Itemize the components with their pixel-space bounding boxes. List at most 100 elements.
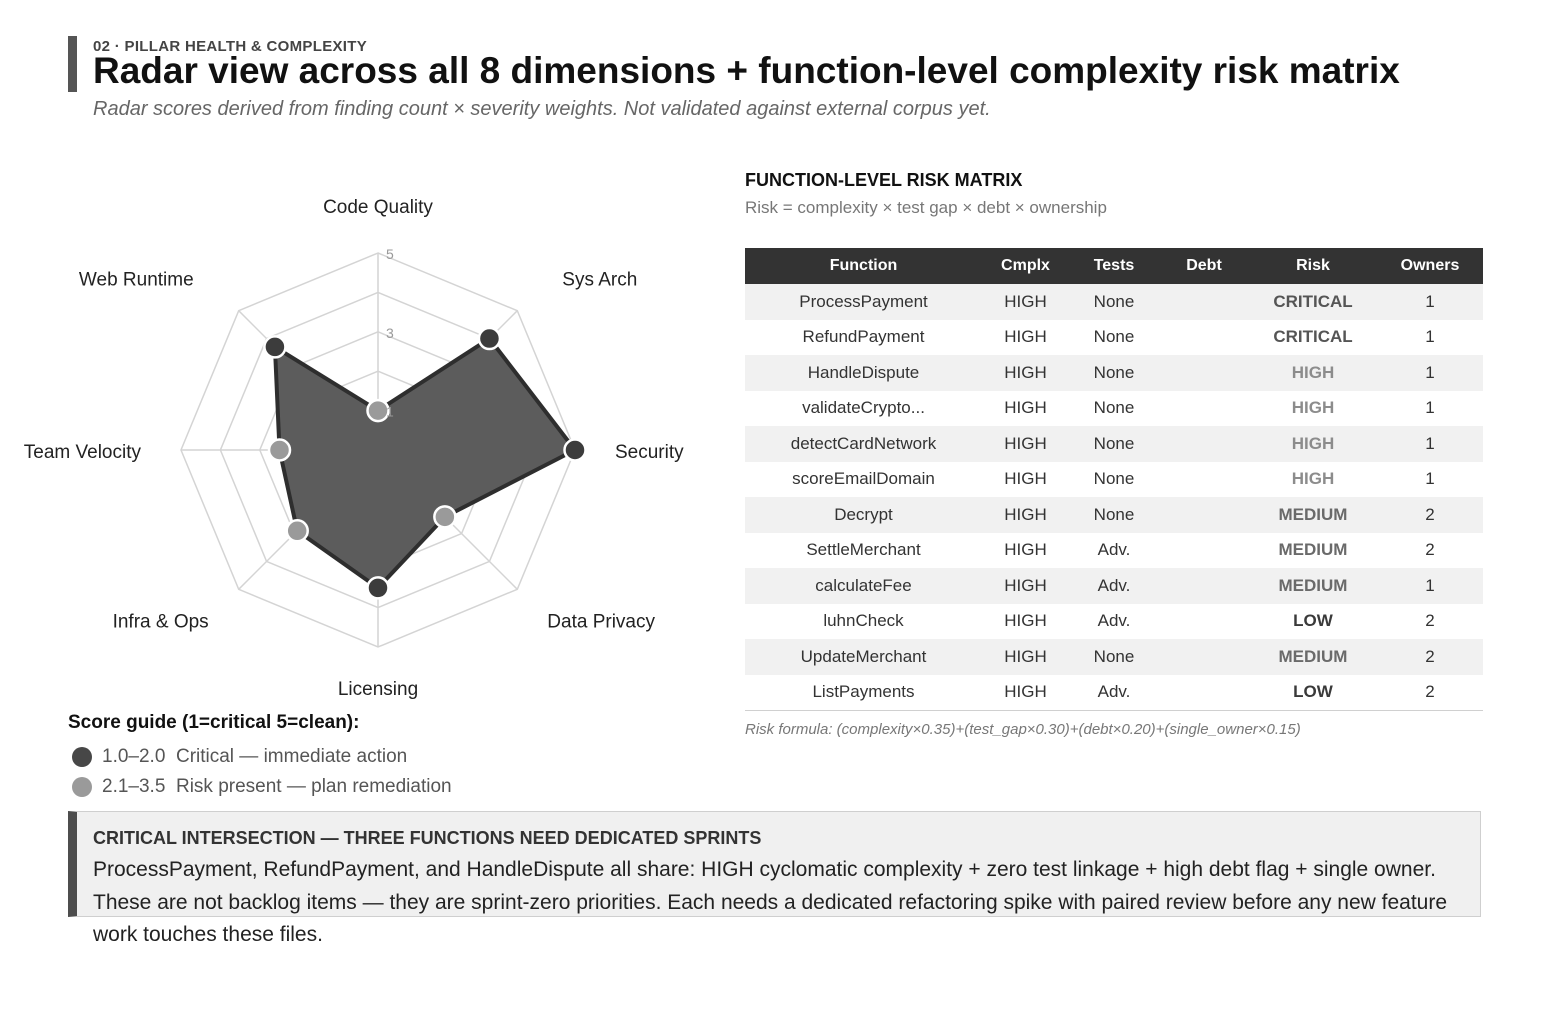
risk-badge: LOW xyxy=(1293,611,1333,631)
table-cell: ProcessPayment xyxy=(745,284,982,320)
radar-point xyxy=(285,519,309,543)
table-cell xyxy=(1159,391,1249,427)
radar-axis-label: Licensing xyxy=(338,679,418,700)
table-cell: 2 xyxy=(1377,497,1483,533)
risk-badge: MEDIUM xyxy=(1249,639,1377,675)
table-cell: None xyxy=(1069,426,1159,462)
table-cell: 2 xyxy=(1377,674,1483,711)
table-cell: RefundPayment xyxy=(802,327,925,347)
risk-badge: HIGH xyxy=(1291,469,1335,489)
table-cell: 1 xyxy=(1377,284,1483,320)
table-row: RefundPayment HIGH None CRITICAL 1 xyxy=(745,320,1483,356)
table-cell xyxy=(1159,639,1249,675)
table-cell: 1 xyxy=(1377,568,1483,604)
radar-series-area xyxy=(272,336,577,590)
table-cell: ListPayments xyxy=(745,674,982,711)
table-row: SettleMerchant HIGH Adv. MEDIUM 2 xyxy=(745,533,1483,569)
table-cell xyxy=(1159,568,1249,604)
radar-tick-label: 3 xyxy=(386,325,394,341)
table-cell: None xyxy=(1093,398,1135,418)
table-cell: 1 xyxy=(1425,398,1435,418)
table-row: detectCardNetwork HIGH None HIGH 1 xyxy=(745,426,1483,462)
table-cell: HIGH xyxy=(1004,611,1047,631)
table-cell xyxy=(1159,674,1249,711)
score-guide-item-critical: 1.0–2.0 Critical — immediate action xyxy=(68,742,708,772)
radar-point xyxy=(433,505,457,529)
table-cell: luhnCheck xyxy=(823,611,904,631)
radar-point xyxy=(366,576,390,600)
table-cell xyxy=(1159,355,1249,391)
radar-point xyxy=(366,398,390,423)
table-cell: HandleDispute xyxy=(745,355,982,391)
radar-axis-label: Code Quality xyxy=(323,197,433,218)
risk-matrix: FUNCTION-LEVEL RISK MATRIX Risk = comple… xyxy=(745,170,1483,738)
risk-dot-icon xyxy=(72,777,92,797)
table-cell: 1 xyxy=(1425,327,1435,347)
table-cell xyxy=(1159,284,1249,320)
table-header-row: Function Cmplx Tests Debt Risk Owners xyxy=(745,248,1483,284)
table-cell xyxy=(1159,320,1249,356)
table-cell: HIGH xyxy=(1004,540,1047,560)
column-header: Function xyxy=(745,248,982,284)
critical-dot-icon xyxy=(72,747,92,767)
radar-chart: 1 3 5 Code Quality Sys Arch Security Data Priv… xyxy=(24,197,684,700)
score-guide-range: 1.0–2.0 xyxy=(102,746,166,767)
table-cell: scoreEmailDomain xyxy=(792,469,935,489)
table-cell xyxy=(1159,533,1249,569)
risk-formula: Risk formula: (complexity×0.35)+(test_ga… xyxy=(745,721,1301,738)
table-row: HandleDispute HIGH None HIGH 1 xyxy=(745,355,1483,391)
table-row: calculateFee HIGH Adv. MEDIUM 1 xyxy=(745,568,1483,604)
radar-axis-label: Security xyxy=(615,442,684,463)
callout-title: CRITICAL INTERSECTION — THREE FUNCTIONS … xyxy=(93,828,762,848)
risk-matrix-title: FUNCTION-LEVEL RISK MATRIX xyxy=(745,170,1023,190)
table-cell: 1 xyxy=(1377,355,1483,391)
score-guide-label: Risk present — plan remediation xyxy=(175,776,452,797)
risk-badge: MEDIUM xyxy=(1249,568,1377,604)
table-cell: None xyxy=(1069,355,1159,391)
score-guide: Score guide (1=critical 5=clean): 1.0–2.… xyxy=(68,712,708,802)
radar-axis-label: Web Runtime xyxy=(79,270,194,291)
critical-callout: CRITICAL INTERSECTION — THREE FUNCTIONS … xyxy=(68,811,1481,946)
page-subtitle: Radar scores derived from finding count … xyxy=(93,98,991,120)
table-cell: 2 xyxy=(1377,639,1483,675)
table-cell: validateCrypto... xyxy=(802,398,925,418)
page-title: Radar view across all 8 dimensions + fun… xyxy=(93,50,1400,91)
radar-tick-label: 1 xyxy=(386,404,394,420)
radar-point xyxy=(477,326,502,351)
column-header: Cmplx xyxy=(982,248,1069,284)
risk-badge: MEDIUM xyxy=(1278,540,1348,560)
table-row: UpdateMerchant HIGH None MEDIUM 2 xyxy=(745,639,1483,675)
table-cell: Adv. xyxy=(1097,611,1131,631)
column-header: Risk xyxy=(1249,248,1377,284)
table-cell: 2 xyxy=(1425,540,1435,560)
table-cell: HIGH xyxy=(982,674,1069,711)
score-guide-range: 2.1–3.5 xyxy=(102,776,166,797)
score-guide-title: Score guide (1=critical 5=clean): xyxy=(68,712,360,733)
score-guide-item-risk: 2.1–3.5 Risk present — plan remediation xyxy=(68,772,708,802)
section-eyebrow: 02 · PILLAR HEALTH & COMPLEXITY xyxy=(93,38,368,55)
table-cell: None xyxy=(1093,327,1135,347)
radar-tick-label: 5 xyxy=(386,246,394,262)
column-header: Owners xyxy=(1377,248,1483,284)
radar-axis-label: Team Velocity xyxy=(24,442,142,463)
column-header: Tests xyxy=(1069,248,1159,284)
table-cell: HIGH xyxy=(982,355,1069,391)
column-header: Debt xyxy=(1159,248,1249,284)
risk-badge: HIGH xyxy=(1249,426,1377,462)
risk-badge: MEDIUM xyxy=(1249,497,1377,533)
table-cell: None xyxy=(1069,284,1159,320)
risk-badge: CRITICAL xyxy=(1273,327,1353,347)
risk-badge: HIGH xyxy=(1249,355,1377,391)
table-cell: Decrypt xyxy=(745,497,982,533)
table-cell: None xyxy=(1069,639,1159,675)
risk-matrix-table: Function Cmplx Tests Debt Risk Owners Process… xyxy=(745,248,1483,711)
table-cell: HIGH xyxy=(1004,398,1047,418)
table-row: scoreEmailDomain HIGH None HIGH 1 xyxy=(745,462,1483,498)
table-row: ListPayments HIGH Adv. LOW 2 xyxy=(745,674,1483,711)
table-cell: HIGH xyxy=(982,426,1069,462)
risk-badge: LOW xyxy=(1249,674,1377,711)
table-cell: Adv. xyxy=(1069,568,1159,604)
table-cell: HIGH xyxy=(982,284,1069,320)
section-header: 02 · PILLAR HEALTH & COMPLEXITY Radar vi… xyxy=(68,36,1497,92)
table-cell: HIGH xyxy=(1004,469,1047,489)
